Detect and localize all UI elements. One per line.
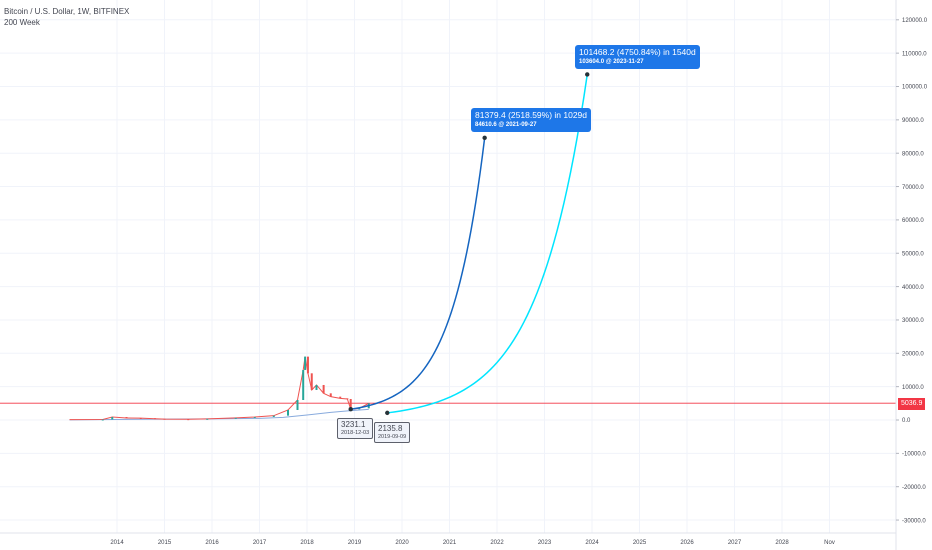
price-candle [125, 416, 128, 418]
time-axis-label: 2019 [348, 540, 362, 546]
projection-curve-2 [387, 74, 588, 414]
indicator-label[interactable]: 200 Week [4, 18, 40, 27]
projection-curves [348, 72, 590, 416]
price-candle [310, 373, 313, 390]
projection-label-2[interactable]: 101468.2 (4750.84%) in 1540d 103604.0 @ … [575, 45, 700, 69]
time-axis-label: 2015 [158, 540, 172, 546]
price-axis-label: -30000.0 [902, 518, 926, 524]
price-axis-label: 40000.0 [902, 285, 924, 291]
low-label-1-price: 3231.1 [341, 420, 366, 429]
time-axis-label: 2018 [300, 540, 314, 546]
price-candle [154, 418, 156, 420]
price-axis-label: 30000.0 [902, 318, 924, 324]
time-axis-label: Nov [824, 540, 835, 546]
price-axis-label: 70000.0 [902, 185, 924, 191]
price-candle [315, 384, 318, 390]
symbol-title[interactable]: Bitcoin / U.S. Dollar, 1W, BITFINEX [4, 7, 130, 16]
price-line [69, 356, 369, 421]
price-candle [272, 415, 275, 417]
price-axis-label: 120000.0 [902, 18, 928, 24]
price-candle [234, 417, 237, 419]
price-candle [329, 393, 332, 397]
projection-label-2-date: 103604.0 @ 2023-11-27 [579, 59, 644, 65]
time-axis-label: 2014 [110, 540, 124, 546]
price-candle [111, 416, 114, 420]
low-label-2-date: 2019-09-09 [378, 434, 407, 440]
price-axis[interactable]: 120000.0 110000.0 100000.0 90000.0 80000.0 70… [896, 18, 928, 524]
price-candle [296, 399, 299, 410]
price-candle [346, 398, 349, 400]
projection-curve-2-end-point [585, 72, 590, 77]
low-label-1-date: 2018-12-03 [341, 430, 370, 436]
current-price-tag: 5036.9 [898, 398, 926, 410]
price-candle [302, 369, 305, 400]
time-axis-label: 2026 [680, 540, 694, 546]
price-axis-label: 110000.0 [902, 51, 927, 57]
price-candle [187, 419, 190, 421]
price-candle [101, 419, 104, 421]
time-axis-label: 2027 [728, 540, 742, 546]
price-axis-label: -10000.0 [902, 452, 926, 458]
projection-curve-1-end-point [482, 135, 487, 141]
projection-label-1-date: 84610.6 @ 2021-09-27 [475, 122, 537, 128]
time-axis-label: 2020 [395, 540, 409, 546]
low-label-1[interactable]: 3231.1 2018-12-03 [337, 418, 374, 439]
price-axis-label: 60000.0 [902, 218, 924, 224]
price-candle [358, 408, 361, 410]
price-candle [322, 384, 325, 394]
time-axis-label: 2024 [585, 540, 599, 546]
price-candle [306, 356, 309, 374]
time-axis-label: 2028 [775, 540, 789, 546]
price-candle [253, 416, 256, 418]
projection-curve-2-start-point [385, 410, 390, 416]
projection-label-1[interactable]: 81379.4 (2518.59%) in 1029d 84610.6 @ 20… [471, 108, 592, 132]
low-label-2-price: 2135.8 [378, 424, 403, 433]
price-axis-label: 10000.0 [902, 385, 924, 391]
price-candle [349, 398, 352, 410]
price-candle [304, 356, 307, 370]
projection-curve-1 [350, 137, 486, 410]
price-axis-label: 100000.0 [902, 85, 928, 91]
low-label-2[interactable]: 2135.8 2019-09-09 [374, 422, 411, 443]
grid [0, 0, 896, 533]
price-candle [339, 396, 342, 399]
time-axis-label: 2016 [205, 540, 219, 546]
time-axis-label: 2021 [443, 540, 457, 546]
time-axis-label: 2023 [538, 540, 552, 546]
price-axis-label: -20000.0 [902, 485, 926, 491]
time-axis-label: 2025 [633, 540, 647, 546]
time-axis-label: 2017 [253, 540, 267, 546]
price-axis-label: 0.0 [902, 418, 911, 424]
price-axis-label: 20000.0 [902, 352, 924, 358]
price-series [0, 356, 896, 421]
price-axis-label: 90000.0 [902, 118, 924, 124]
projection-label-1-value: 81379.4 (2518.59%) in 1029d [475, 110, 588, 120]
price-candle [139, 417, 142, 419]
projection-curve-1-start-point [348, 407, 353, 412]
price-candle [206, 418, 209, 420]
price-axis-label: 50000.0 [902, 251, 924, 257]
price-candle [163, 418, 166, 420]
time-axis-label: 2022 [490, 540, 504, 546]
projection-label-2-value: 101468.2 (4750.84%) in 1540d [579, 47, 696, 57]
time-axis[interactable]: 2014 2015 2016 2017 2018 2019 2020 2021 2022 2023… [110, 540, 835, 546]
price-candle [287, 409, 289, 416]
price-axis-label: 80000.0 [902, 151, 924, 157]
